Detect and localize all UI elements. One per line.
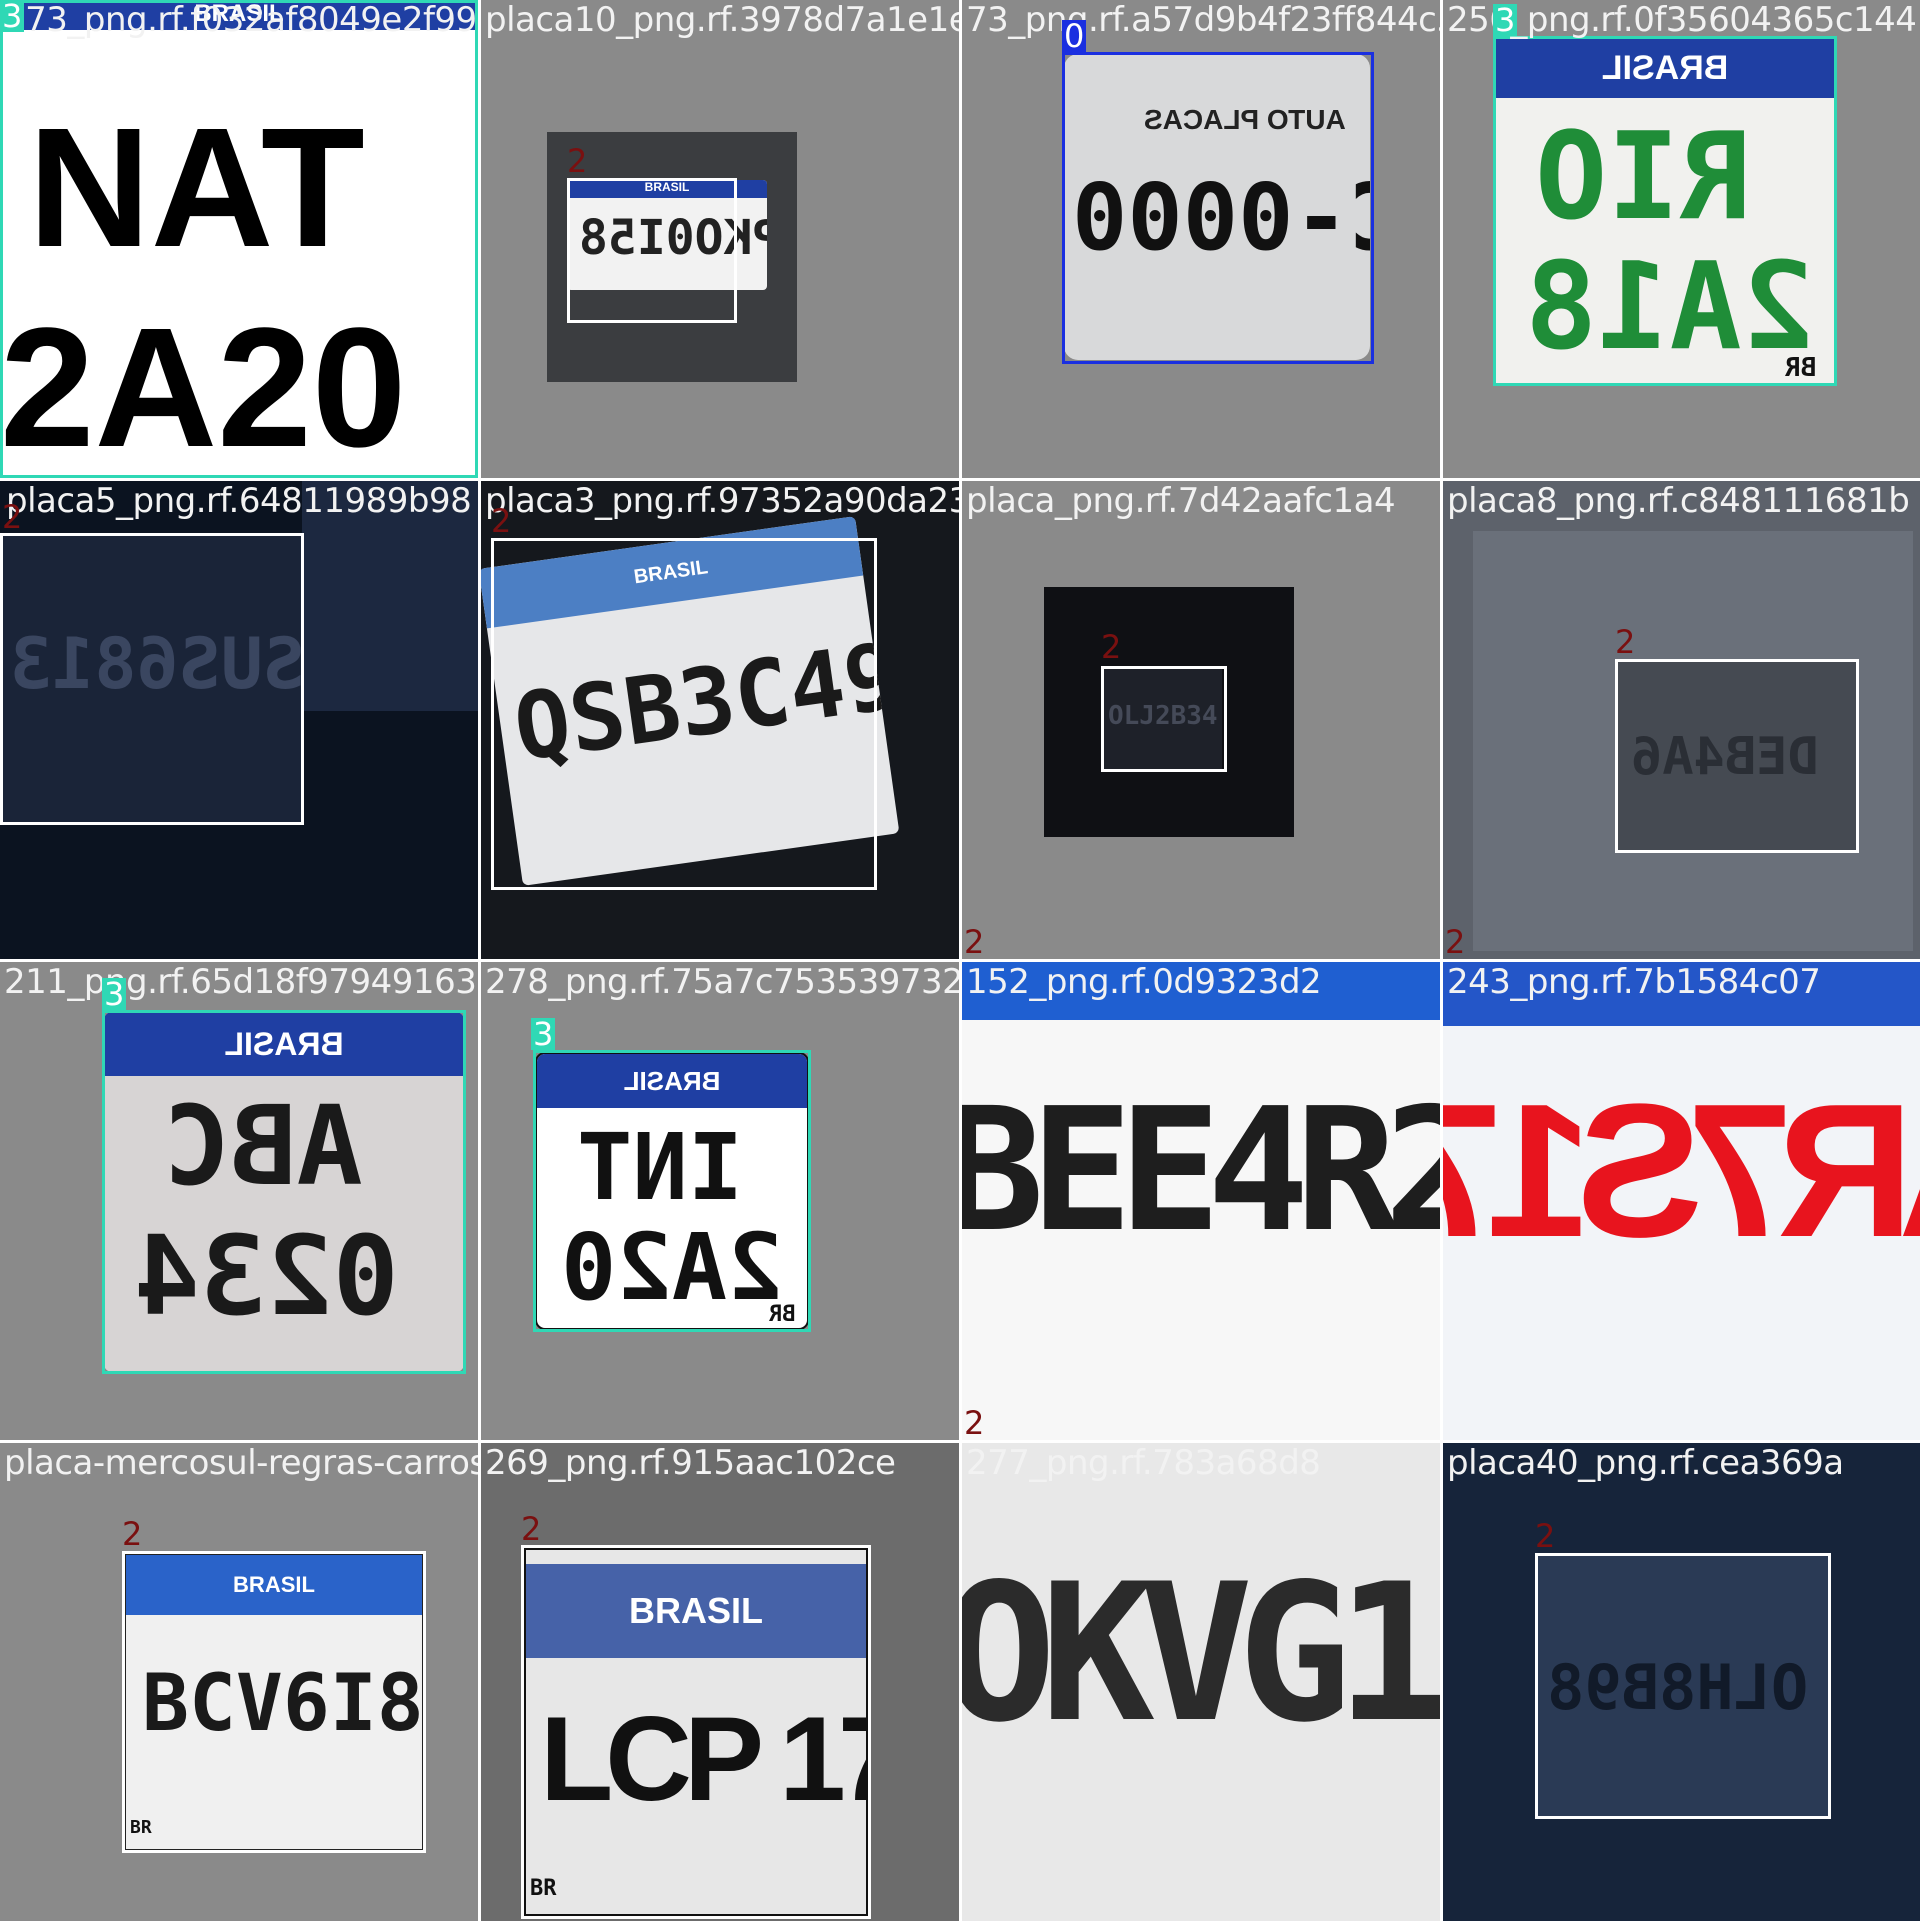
bbox bbox=[1615, 659, 1859, 853]
file-name: 269_png.rf.915aac102ce bbox=[485, 1443, 896, 1483]
plate: DEB4A6 bbox=[1617, 661, 1857, 851]
plate-corner: BR bbox=[130, 1817, 152, 1838]
plate-band: BRASIL bbox=[0, 0, 478, 30]
file-name: placa-mercosul-regras-carros bbox=[4, 1443, 478, 1483]
class-label: 2 bbox=[521, 1510, 542, 1548]
photo: BRASIL PKO0I58 bbox=[547, 132, 797, 382]
plate: BRASIL PKO0I58 bbox=[567, 180, 767, 290]
tile-7: OLJ2B34 placa_png.rf.7d42aafc1a4 2 2 bbox=[962, 481, 1440, 959]
plate: OLH8B98 bbox=[1537, 1555, 1829, 1817]
plate: SUS6813 bbox=[0, 533, 302, 823]
bbox bbox=[1062, 52, 1374, 364]
file-name: placa_png.rf.7d42aafc1a4 bbox=[966, 481, 1396, 521]
plate-corner: BR bbox=[530, 1876, 557, 1901]
file-name: 152_png.rf.0d9323d2 bbox=[966, 962, 1322, 1002]
class-label: 2 bbox=[491, 502, 512, 540]
class-label: 2 bbox=[122, 1515, 143, 1553]
class-label: 2 bbox=[567, 142, 588, 180]
plate: AUTO PLACAS APC-0000 bbox=[1064, 54, 1370, 360]
class-label: 3 bbox=[0, 0, 25, 35]
class-label: 3 bbox=[531, 1015, 556, 1053]
tile-5: SUS6813 placa5_png.rf.64811989b98 2 bbox=[0, 481, 478, 959]
tile-2: BRASIL PKO0I58 placa10_png.rf.3978d7a1e1… bbox=[481, 0, 959, 478]
plate-line-1: RAR7S17 bbox=[1443, 1065, 1920, 1277]
file-name: 256_png.rf.0f35604365c144 bbox=[1447, 0, 1917, 40]
tile-12: RAR7S17 243_png.rf.7b1584c07 bbox=[1443, 962, 1920, 1440]
file-name: placa10_png.rf.3978d7a1e1e bbox=[485, 0, 959, 40]
tile-15: OKVG1G1 277_png.rf.783a68d8 bbox=[962, 1443, 1440, 1921]
plate: BRASIL BCV6I89 BR bbox=[124, 1553, 424, 1851]
plate-band bbox=[1443, 962, 1920, 1026]
bbox bbox=[521, 1545, 871, 1919]
class-label: 3 bbox=[1493, 1, 1518, 39]
plate-line-1: LCP 175A bbox=[540, 1692, 866, 1826]
bbox bbox=[567, 178, 737, 323]
plate: BRASIL INT 2A20 BR bbox=[535, 1052, 809, 1330]
bbox bbox=[122, 1551, 426, 1853]
class-label: 0 bbox=[1062, 17, 1087, 55]
plate-band: BRASIL bbox=[567, 180, 767, 198]
plate: OLJ2B34 bbox=[1102, 669, 1222, 769]
plate-line-1: OKVG1G1 bbox=[962, 1543, 1440, 1764]
file-name: placa8_png.rf.c848111681b bbox=[1447, 481, 1910, 521]
class-label: 2 bbox=[1101, 628, 1122, 666]
file-name: placa40_png.rf.cea369a bbox=[1447, 1443, 1844, 1483]
class-label-secondary: 2 bbox=[1445, 923, 1466, 959]
bbox bbox=[102, 1010, 466, 1374]
plate-line-1: BEE4R22 bbox=[962, 1072, 1440, 1270]
tile-11: BEE4R22 152_png.rf.0d9323d2 2 bbox=[962, 962, 1440, 1440]
class-label: 3 bbox=[102, 975, 127, 1013]
class-label: 2 bbox=[1615, 623, 1636, 661]
bbox bbox=[1535, 1553, 1831, 1819]
plate-line-1: OLJ2B34 bbox=[1108, 701, 1218, 731]
plate-line-1: NAT bbox=[28, 93, 365, 283]
file-name: 243_png.rf.7b1584c07 bbox=[1447, 962, 1821, 1002]
plate: BRASIL RIO 2A18 BR bbox=[1495, 38, 1835, 384]
tile-8: DEB4A6 placa8_png.rf.c848111681b 2 2 bbox=[1443, 481, 1920, 959]
plate: BRASIL NAT 2A20 bbox=[0, 0, 478, 478]
tile-3: AUTO PLACAS APC-0000 73_png.rf.a57d9b4f2… bbox=[962, 0, 1440, 478]
tile-13: BRASIL BCV6I89 BR placa-mercosul-regras-… bbox=[0, 1443, 478, 1921]
file-name: 277_png.rf.783a68d8 bbox=[966, 1443, 1321, 1483]
file-name: 373_png.rf.f032af8049e2f99 bbox=[4, 0, 477, 40]
bbox bbox=[1493, 36, 1837, 386]
plate: BRASIL ABC 0234 bbox=[104, 1012, 464, 1372]
file-name: 73_png.rf.a57d9b4f23ff844c598c bbox=[966, 0, 1440, 40]
tile-9: BRASIL ABC 0234 211_png.rf.65d18f9794916… bbox=[0, 962, 478, 1440]
class-label-secondary: 2 bbox=[964, 923, 985, 959]
tile-1: BRASIL NAT 2A20 373_png.rf.f032af8049e2f… bbox=[0, 0, 478, 478]
file-name: placa3_png.rf.97352a90da23d5 bbox=[485, 481, 959, 521]
tile-10: BRASIL INT 2A20 BR 278_png.rf.75a7c75353… bbox=[481, 962, 959, 1440]
background-panel bbox=[302, 481, 478, 711]
bbox bbox=[0, 0, 478, 478]
plate-band: BRASIL bbox=[126, 1555, 422, 1615]
tile-14: BRASIL LCP 175A BR 269_png.rf.915aac102c… bbox=[481, 1443, 959, 1921]
class-label: 2 bbox=[2, 498, 23, 536]
class-label: 2 bbox=[964, 1404, 985, 1440]
tile-4: BRASIL RIO 2A18 BR 256_png.rf.0f35604365… bbox=[1443, 0, 1920, 478]
plate-line-2: 2A20 bbox=[0, 293, 407, 478]
plate: BRASIL LCP 175A BR bbox=[523, 1547, 869, 1917]
photo: OLJ2B34 bbox=[1044, 587, 1294, 837]
file-name: 278_png.rf.75a7c753539732 bbox=[485, 962, 959, 1002]
tile-6: BRASIL QSB3C49 placa3_png.rf.97352a90da2… bbox=[481, 481, 959, 959]
bbox bbox=[1101, 666, 1227, 772]
file-name: 211_png.rf.65d18f979491638 bbox=[4, 962, 478, 1002]
bbox bbox=[491, 538, 877, 890]
bbox bbox=[0, 533, 304, 825]
tile-16: OLH8B98 placa40_png.rf.cea369a 2 bbox=[1443, 1443, 1920, 1921]
file-name: placa5_png.rf.64811989b98 bbox=[6, 481, 472, 521]
plate-band: BRASIL bbox=[526, 1564, 866, 1658]
plate-band bbox=[962, 962, 1440, 1020]
class-label: 2 bbox=[1535, 1517, 1556, 1555]
plate-line-1: BCV6I89 bbox=[142, 1659, 424, 1749]
bbox bbox=[533, 1050, 811, 1332]
